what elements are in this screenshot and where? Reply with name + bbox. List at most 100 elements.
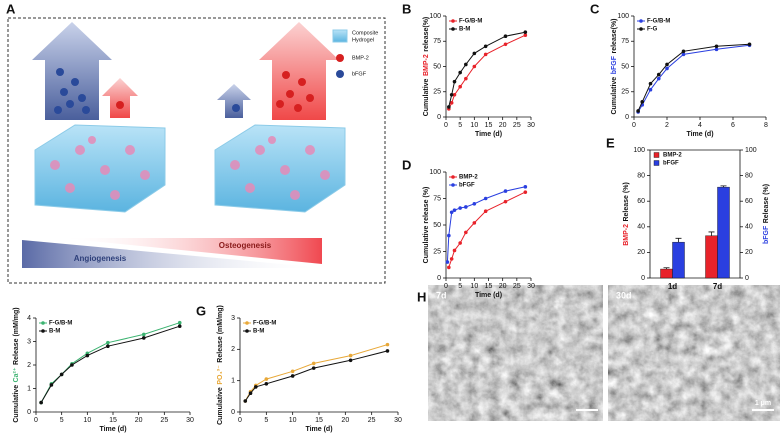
data-point [142, 332, 146, 337]
y-tick-label: 25 [621, 89, 629, 96]
x-tick-label: 25 [513, 283, 521, 290]
y-tick-label: 100 [429, 169, 441, 176]
series-line [244, 350, 388, 402]
data-point [445, 260, 450, 264]
data-point [472, 202, 477, 206]
x-tick-label: 20 [135, 417, 143, 424]
x-tick-label: 10 [470, 122, 478, 129]
y-tick-label: 80 [637, 172, 645, 179]
x-tick-label: 5 [60, 417, 64, 424]
series-line [637, 43, 750, 112]
legend-text: bFGF [352, 71, 367, 77]
legend-a: Composite Hydrogel BMP-2 bFGF [332, 29, 378, 78]
y-tick-label: 100 [745, 147, 757, 154]
y-tick-label: 0 [27, 409, 31, 416]
bfgf-spheres [54, 68, 240, 114]
data-point [248, 391, 253, 396]
legend-text: Composite [352, 30, 378, 36]
data-point [449, 101, 454, 105]
data-point [714, 44, 719, 49]
data-point [640, 100, 645, 104]
legend-label: bFGF [663, 161, 679, 167]
axis-label-part: Cumulative [423, 78, 430, 116]
data-point [503, 189, 508, 193]
x-tick-label: 20 [499, 283, 507, 290]
data-point [447, 233, 451, 238]
legend-label: F-G/B-M [647, 19, 670, 25]
arrow [217, 84, 251, 118]
data-point [458, 241, 462, 245]
x-tick-label: 15 [485, 283, 493, 290]
data-point [503, 42, 508, 47]
data-point [311, 361, 316, 366]
axis-label-part: Release (mM/mg) [13, 307, 20, 365]
data-point [464, 230, 468, 235]
legend-marker [245, 321, 249, 325]
data-point [452, 79, 457, 84]
x-tick-label: 30 [186, 417, 194, 424]
panel-label: E [606, 135, 615, 150]
axis-label: Cumulative bFGF release(%) [611, 18, 618, 114]
y-tick-label: 0 [745, 275, 749, 282]
arrow [259, 22, 339, 120]
data-point [648, 81, 653, 86]
legend-swatch [653, 152, 660, 158]
axis-label-part: Release (mM/mg) [217, 305, 224, 363]
y-tick-label: 25 [433, 248, 441, 255]
x-tick-label: 15 [109, 417, 117, 424]
x-tick-label: 10 [83, 417, 91, 424]
data-point [636, 109, 640, 113]
data-point [311, 366, 316, 370]
process-label: Angiogenesis [74, 254, 127, 263]
y-tick-label: 100 [633, 147, 645, 154]
panel-label: A [6, 1, 16, 16]
bmp2-spheres [116, 71, 314, 112]
scale-label: 1 μm [755, 400, 771, 407]
y-tick-label: 0 [641, 275, 645, 282]
x-tick-label: 5 [458, 122, 462, 129]
data-point [656, 72, 661, 77]
axis-label: Time (d) [99, 426, 126, 433]
y-tick-label: 4 [27, 315, 31, 322]
x-tick-label: 20 [341, 417, 349, 424]
axis-label-part: release(%) [611, 18, 618, 53]
x-tick-label: 30 [527, 283, 535, 290]
x-tick-label: 6 [731, 122, 735, 129]
y-tick-label: 20 [637, 249, 645, 256]
series-line [40, 325, 180, 403]
data-point [656, 76, 661, 81]
y-tick-label: 2 [231, 346, 235, 353]
x-tick-label: 8 [764, 122, 768, 129]
data-point [472, 221, 477, 225]
data-point [264, 377, 269, 381]
data-point [472, 64, 477, 69]
legend-label: B-M [49, 329, 60, 335]
process-label: Osteogenesis [219, 241, 272, 250]
x-tick-label: 7d [713, 282, 722, 291]
data-point [106, 344, 110, 349]
panel-label: G [196, 303, 206, 318]
axis-label-part: Cumulative [13, 385, 20, 423]
data-point [523, 30, 528, 34]
axis-label-part: PO₄³⁻ [217, 365, 224, 385]
data-point [681, 49, 686, 54]
sem-image [608, 285, 780, 421]
data-point [254, 385, 258, 389]
data-point [449, 210, 454, 215]
series-line [40, 322, 180, 403]
data-point [348, 358, 353, 363]
error-bar [675, 237, 682, 243]
legend-text: BMP-2 [352, 55, 369, 61]
x-tick-label: 2 [665, 122, 669, 129]
y-tick-label: 50 [433, 63, 441, 70]
series-line [448, 191, 526, 268]
bar [660, 268, 673, 279]
x-tick-label: 25 [368, 417, 376, 424]
x-tick-label: 0 [444, 122, 448, 129]
y-tick-label: 0 [625, 114, 629, 121]
x-tick-label: 15 [485, 122, 493, 129]
x-tick-label: 5 [458, 283, 462, 290]
series-line [244, 344, 388, 402]
axis-label-part: Cumulative [611, 77, 618, 115]
